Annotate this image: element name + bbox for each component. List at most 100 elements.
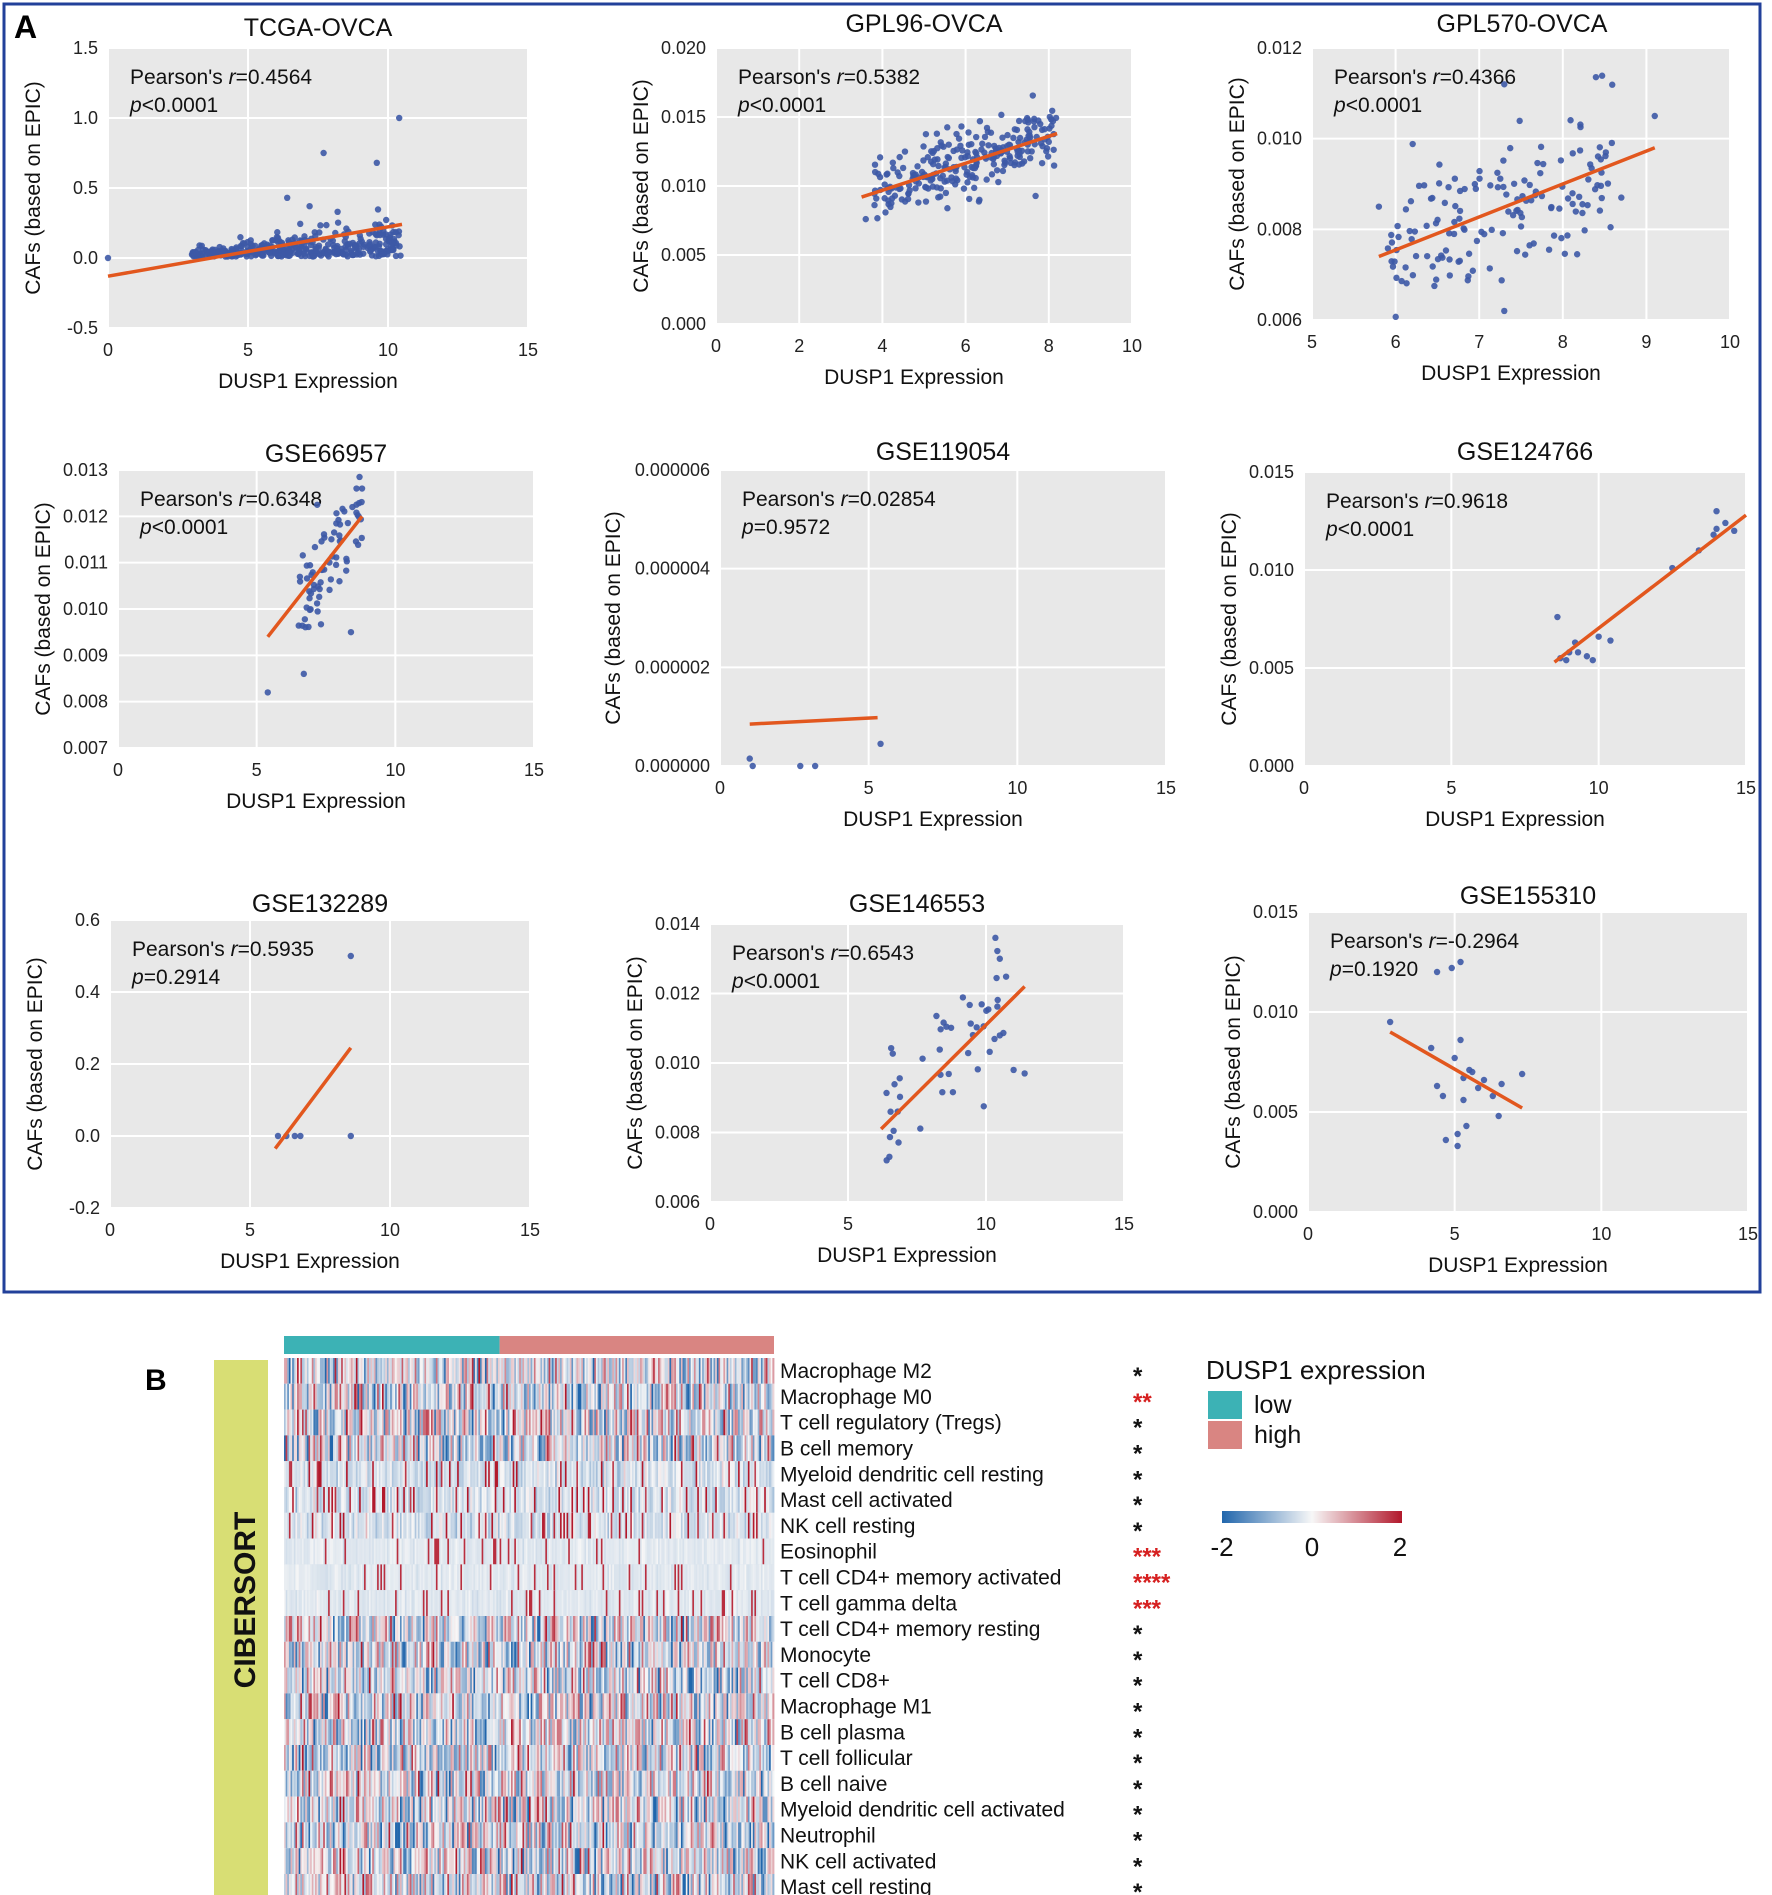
heatmap-cell [339, 1487, 342, 1513]
heatmap-cell [630, 1383, 633, 1410]
heatmap-cell [473, 1409, 476, 1436]
heatmap-cell [367, 1641, 370, 1668]
heatmap-cell [772, 1538, 775, 1565]
heatmap-cell [378, 1590, 381, 1616]
heatmap-cell [612, 1435, 615, 1462]
heatmap-cell [411, 1616, 414, 1642]
heatmap-cell [677, 1461, 680, 1487]
x-axis-label: DUSP1 Expression [218, 370, 398, 393]
r-symbol: r [841, 488, 849, 511]
heatmap-cell [684, 1641, 687, 1668]
heatmap-cell [685, 1564, 688, 1591]
heatmap-cell [514, 1564, 517, 1591]
data-point [314, 608, 321, 615]
heatmap-cell [372, 1409, 375, 1436]
heatmap-cell [546, 1641, 549, 1668]
data-point [912, 185, 919, 192]
heatmap-cell [365, 1512, 368, 1539]
heatmap-cell [303, 1383, 306, 1410]
heatmap-cell [756, 1538, 759, 1565]
data-point [1439, 1092, 1447, 1100]
heatmap-cell [491, 1616, 494, 1642]
heatmap-cell [486, 1538, 489, 1565]
heatmap-cell [421, 1590, 424, 1616]
heatmap-cell [648, 1409, 651, 1436]
y-axis-label: CAFs (based on EPIC) [1226, 77, 1249, 291]
heatmap-cell [391, 1461, 394, 1487]
heatmap-cell [569, 1641, 572, 1668]
heatmap-cell [476, 1590, 479, 1616]
data-point [1024, 126, 1031, 133]
heatmap-cell [604, 1538, 607, 1565]
heatmap-cell [481, 1641, 484, 1668]
heatmap-cell [347, 1383, 350, 1410]
heatmap-cell [424, 1590, 427, 1616]
data-point [306, 203, 313, 210]
heatmap-cell [483, 1641, 486, 1668]
heatmap-cell [602, 1487, 605, 1513]
heatmap-cell [602, 1564, 605, 1591]
heatmap-cell [564, 1590, 567, 1616]
heatmap-cell [733, 1641, 736, 1668]
heatmap-cell [687, 1435, 690, 1462]
data-point [959, 147, 966, 154]
heatmap-cell [290, 1616, 293, 1642]
heatmap-cell [579, 1409, 582, 1436]
heatmap-cell [767, 1487, 770, 1513]
data-point [1045, 138, 1053, 146]
heatmap-cell [359, 1435, 362, 1462]
data-point [1393, 274, 1400, 282]
heatmap-cell [625, 1538, 628, 1565]
heatmap-cell [576, 1590, 579, 1616]
data-point [1513, 207, 1520, 215]
heatmap-cell [762, 1461, 765, 1487]
heatmap-cell [529, 1564, 532, 1591]
heatmap-cell [399, 1358, 402, 1384]
data-point [1011, 161, 1018, 169]
heatmap-cell [540, 1435, 543, 1462]
heatmap-cell [628, 1383, 631, 1410]
heatmap-cell [326, 1590, 329, 1616]
heatmap-cell [556, 1564, 559, 1591]
heatmap-cell [398, 1641, 401, 1668]
heatmap-cell [646, 1512, 649, 1539]
y-axis-label: CAFs (based on EPIC) [630, 79, 653, 293]
heatmap-cell [595, 1358, 598, 1384]
heatmap-cell [561, 1538, 564, 1565]
pearson-prefix: Pearson's [742, 488, 841, 511]
heatmap-cell [318, 1512, 321, 1539]
heatmap-cell [667, 1641, 670, 1668]
heatmap-cell [502, 1590, 505, 1616]
heatmap-cell [582, 1461, 585, 1487]
y-axis-label: CAFs (based on EPIC) [22, 81, 45, 295]
heatmap-cell [633, 1409, 636, 1436]
heatmap-cell [390, 1616, 393, 1642]
heatmap-cell [507, 1641, 510, 1668]
heatmap-cell [682, 1409, 685, 1436]
heatmap-cell [752, 1409, 755, 1436]
y-tick-label: 0.000 [661, 314, 706, 334]
heatmap-cell [537, 1383, 540, 1410]
heatmap-cell [336, 1616, 339, 1642]
heatmap-cell [434, 1564, 437, 1591]
heatmap-cell [718, 1358, 721, 1384]
heatmap-cell [760, 1590, 763, 1616]
y-tick-label: 0.0 [75, 1126, 100, 1146]
heatmap-cell [509, 1383, 512, 1410]
heatmap-cell [359, 1358, 362, 1384]
heatmap-cell [462, 1538, 465, 1565]
heatmap-cell [764, 1641, 767, 1668]
heatmap-cell [362, 1461, 365, 1487]
data-point [312, 247, 320, 254]
heatmap-cell [448, 1512, 451, 1539]
heatmap-cell [728, 1358, 731, 1384]
heatmap-cell [501, 1358, 504, 1384]
heatmap-cell [700, 1616, 703, 1642]
heatmap-cell [341, 1667, 344, 1694]
heatmap-cell [324, 1383, 327, 1410]
heatmap-cell [359, 1538, 362, 1565]
heatmap-cell [659, 1461, 662, 1487]
heatmap-cell [468, 1590, 471, 1616]
data-point [954, 177, 961, 184]
pearson-r-text: Pearson's r=0.02854 [742, 488, 936, 511]
